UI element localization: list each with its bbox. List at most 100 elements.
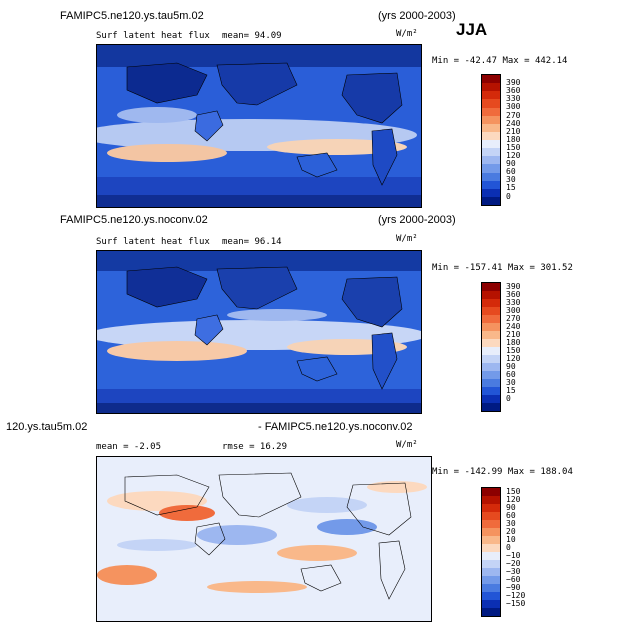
panel3-colorbar-label: 120 — [506, 495, 521, 504]
panel1-colorbar-labels: 390 360 330 300 270 240 210 180 150 120 … — [506, 74, 546, 204]
panel1-colorbar-label: 360 — [506, 86, 521, 96]
panel1-colorbar — [481, 74, 501, 206]
panel3-colorbar-label: −90 — [506, 583, 521, 592]
colorbar-swatch — [482, 307, 500, 315]
panel1-units: W/m² — [396, 29, 418, 39]
colorbar-swatch — [482, 172, 500, 181]
colorbar-swatch — [482, 496, 500, 504]
panel1-map — [96, 44, 422, 208]
colorbar-swatch — [482, 180, 500, 189]
colorbar-swatch — [482, 544, 500, 552]
panel1-colorbar-label: 210 — [506, 126, 521, 136]
colorbar-swatch — [482, 504, 500, 512]
colorbar-swatch — [482, 488, 500, 496]
colorbar-swatch — [482, 299, 500, 307]
colorbar-swatch — [482, 148, 500, 157]
panel3-colorbar-label: −20 — [506, 559, 521, 568]
colorbar-swatch — [482, 323, 500, 331]
colorbar-swatch — [482, 552, 500, 560]
panel3-rmse: rmse = 16.29 — [222, 442, 288, 452]
panel3-minmax: Min = -142.99 Max = 188.04 — [432, 467, 573, 477]
colorbar-swatch — [482, 99, 500, 108]
panel3-case-right: - FAMIPC5.ne120.ys.noconv.02 — [258, 421, 413, 433]
panel2-colorbar-label: 330 — [506, 298, 521, 307]
colorbar-swatch — [482, 140, 500, 149]
panel2-colorbar-label: 240 — [506, 322, 521, 331]
colorbar-swatch — [482, 331, 500, 339]
panel2-minmax: Min = -157.41 Max = 301.52 — [432, 263, 573, 273]
panel1-colorbar-label: 270 — [506, 110, 521, 120]
panel2-mean: mean= 96.14 — [222, 237, 282, 247]
colorbar-swatch — [482, 387, 500, 395]
colorbar-swatch — [482, 75, 500, 84]
panel1-colorbar-label: 120 — [506, 151, 521, 160]
panel2-colorbar-label: 90 — [506, 362, 516, 371]
colorbar-swatch — [482, 283, 500, 291]
colorbar-swatch — [482, 592, 500, 600]
panel1-years: (yrs 2000-2003) — [378, 10, 456, 22]
panel3-colorbar-label: 0 — [506, 543, 511, 552]
colorbar-swatch — [482, 608, 500, 616]
panel3-colorbar-label: 90 — [506, 503, 516, 512]
season-label: JJA — [456, 20, 488, 39]
panel3-colorbar-label: −10 — [506, 551, 521, 560]
colorbar-swatch — [482, 600, 500, 608]
colorbar-swatch — [482, 115, 500, 124]
colorbar-swatch — [482, 196, 500, 205]
panel3-colorbar-label: 150 — [506, 487, 521, 496]
panel3-units: W/m² — [396, 440, 418, 450]
colorbar-swatch — [482, 395, 500, 403]
panel1-field-label: Surf latent heat flux — [96, 31, 210, 41]
panel3-colorbar-label: 30 — [506, 519, 516, 528]
panel1-colorbar-label: 30 — [506, 175, 516, 185]
colorbar-swatch — [482, 568, 500, 576]
panel2-colorbar-label: 390 — [506, 282, 521, 291]
colorbar-swatch — [482, 371, 500, 379]
panel2-colorbar-label: 270 — [506, 314, 521, 323]
panel1-mean: mean= 94.09 — [222, 31, 282, 41]
colorbar-swatch — [482, 91, 500, 100]
colorbar-swatch — [482, 560, 500, 568]
colorbar-swatch — [482, 536, 500, 544]
panel3-colorbar-label: 10 — [506, 535, 516, 544]
panel3-colorbar-label: −120 — [506, 591, 526, 600]
panel3-mean: mean = -2.05 — [96, 442, 162, 452]
panel2-colorbar-label: 60 — [506, 370, 516, 379]
panel3-colorbar-label: 20 — [506, 527, 516, 536]
panel3-colorbar-label: −60 — [506, 575, 521, 584]
colorbar-swatch — [482, 291, 500, 299]
colorbar-swatch — [482, 363, 500, 371]
panel1-colorbar-label: 240 — [506, 118, 521, 128]
colorbar-swatch — [482, 123, 500, 132]
panel2-colorbar-label: 150 — [506, 346, 521, 355]
panel3-colorbar-label: −30 — [506, 567, 521, 576]
panel3-colorbar-label: −150 — [506, 599, 526, 608]
panel2-colorbar — [481, 282, 501, 412]
panel1-colorbar-label: 180 — [506, 134, 521, 144]
panel2-map-svg — [97, 251, 421, 413]
panel3-map — [96, 456, 432, 622]
colorbar-swatch — [482, 83, 500, 92]
panel1-minmax: Min = -42.47 Max = 442.14 — [432, 56, 568, 66]
panel2-colorbar-label: 300 — [506, 306, 521, 315]
panel2-colorbar-label: 30 — [506, 378, 516, 387]
colorbar-swatch — [482, 164, 500, 173]
panel2-case-name: FAMIPC5.ne120.ys.noconv.02 — [60, 214, 208, 226]
colorbar-swatch — [482, 379, 500, 387]
panel2-colorbar-label: 0 — [506, 394, 511, 403]
panel1-colorbar-label: 60 — [506, 167, 516, 177]
panel2-units: W/m² — [396, 234, 418, 244]
colorbar-swatch — [482, 584, 500, 592]
colorbar-swatch — [482, 339, 500, 347]
panel1-colorbar-label: 390 — [506, 78, 521, 88]
panel1-colorbar-label: 330 — [506, 94, 521, 104]
panel1-colorbar-label: 15 — [506, 183, 516, 193]
colorbar-swatch — [482, 528, 500, 536]
panel2-years: (yrs 2000-2003) — [378, 214, 456, 226]
panel2-colorbar-label: 180 — [506, 338, 521, 347]
panel2-colorbar-labels: 390 360 330 300 270 240 210 180 150 120 … — [506, 282, 546, 410]
colorbar-swatch — [482, 131, 500, 140]
panel1-colorbar-label: 0 — [506, 191, 511, 201]
panel3-colorbar-label: 60 — [506, 511, 516, 520]
panel2-field-label: Surf latent heat flux — [96, 237, 210, 247]
